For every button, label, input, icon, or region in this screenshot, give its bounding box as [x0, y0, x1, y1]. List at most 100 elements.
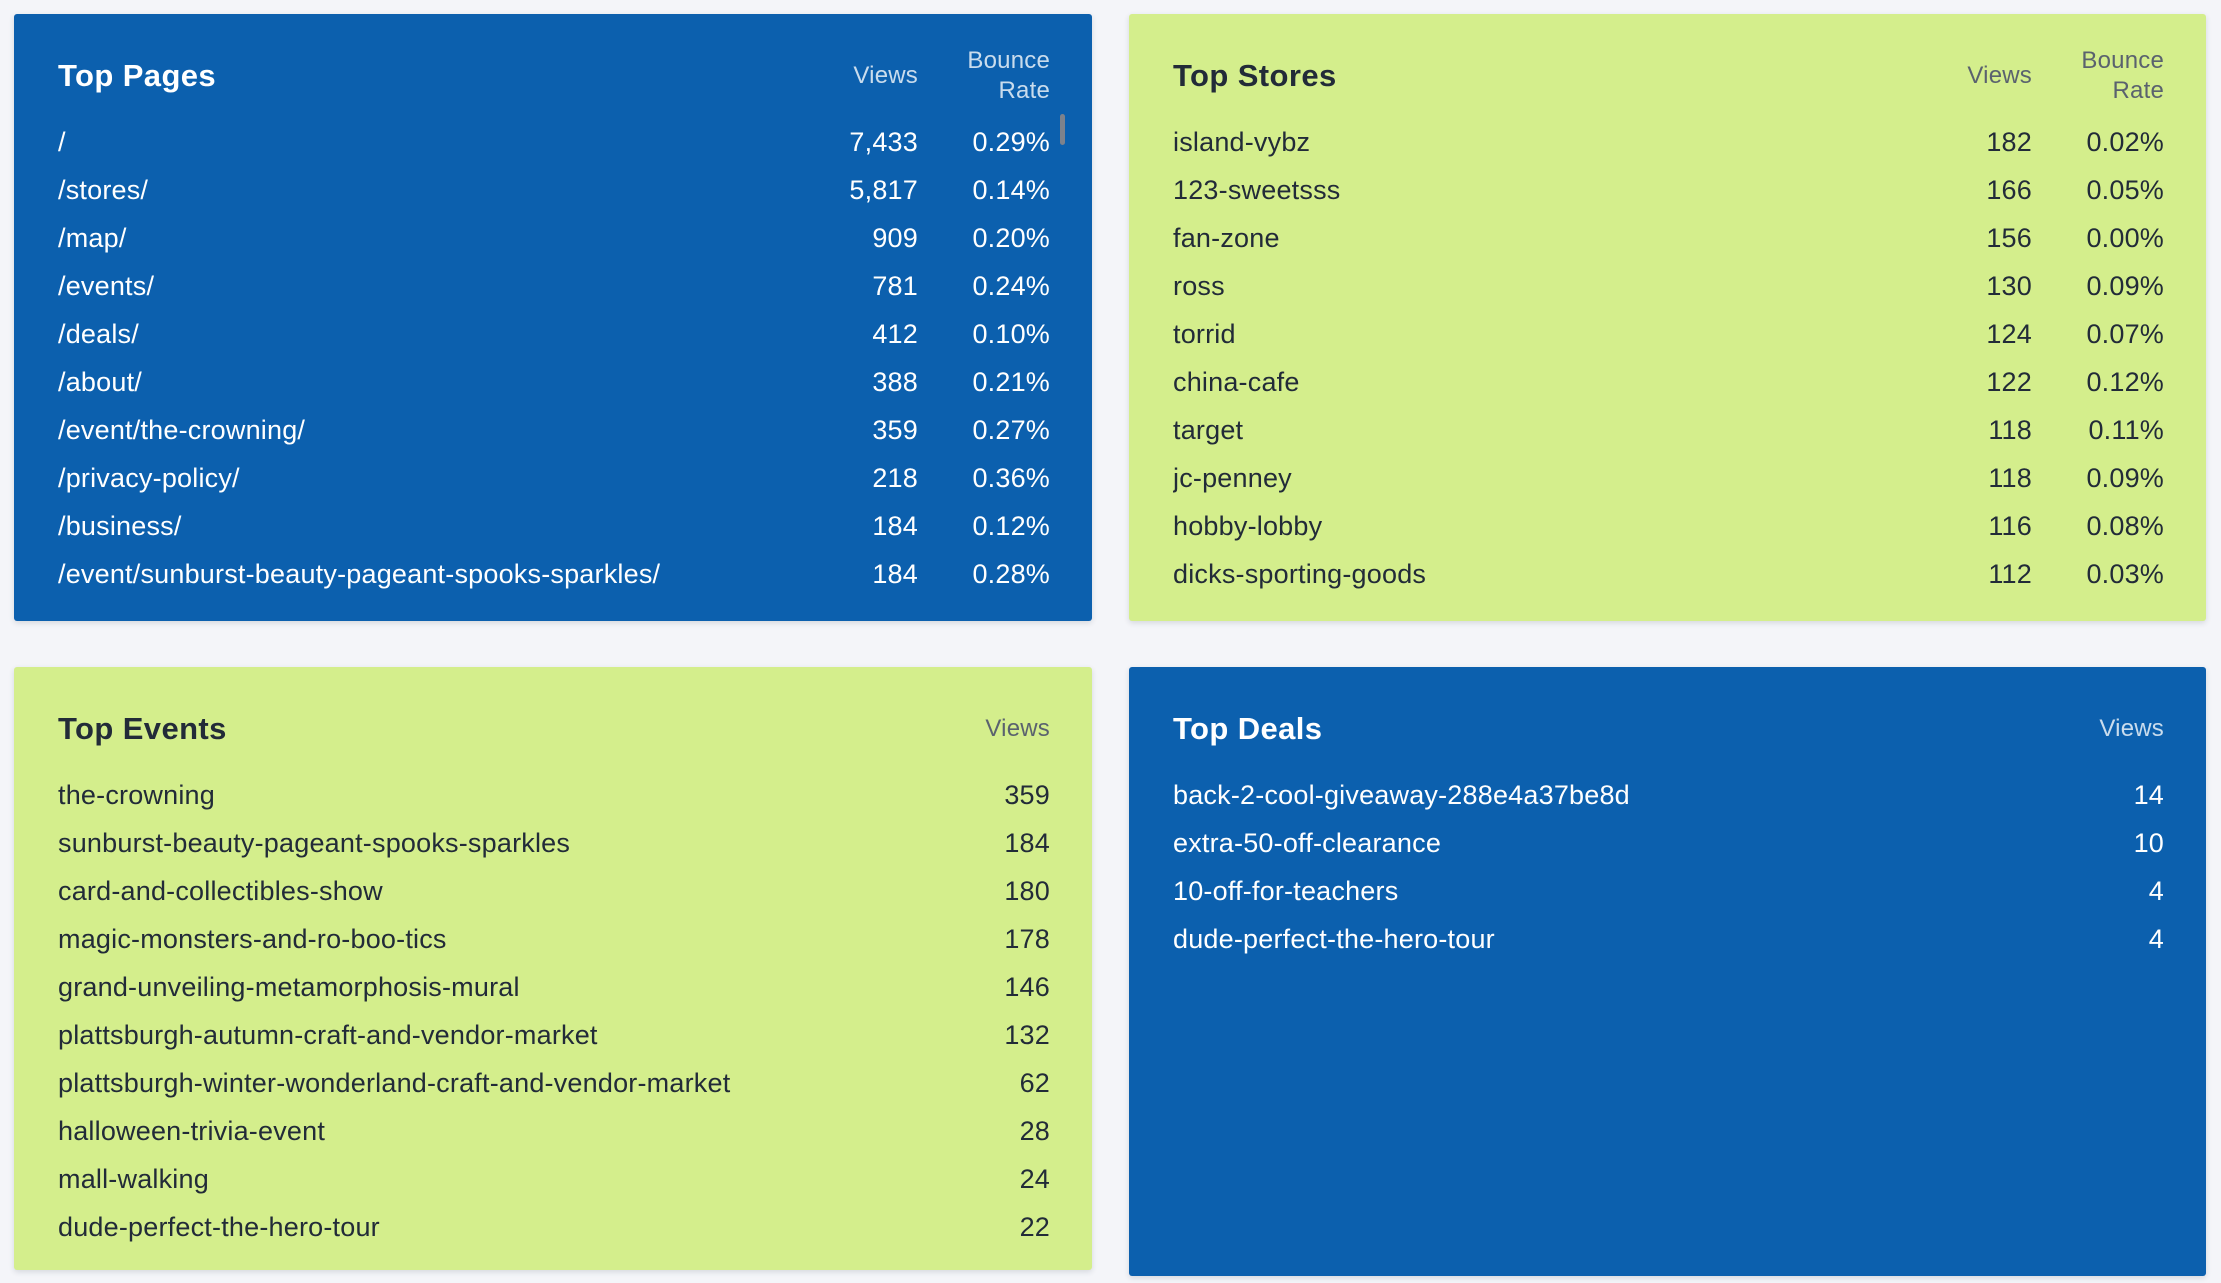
bounce-rate-value: 0.24% — [972, 270, 1050, 301]
bounce-rate-value: 0.10% — [972, 318, 1050, 349]
page-path: /map/ — [58, 222, 127, 253]
deal-slug: 10-off-for-teachers — [1173, 875, 1399, 906]
page-path: / — [58, 126, 66, 157]
top-stores-header: Top Stores Views Bounce Rate — [1173, 46, 2164, 106]
views-column-header: Views — [985, 715, 1050, 742]
top-deals-panel: Top Deals Views back-2-cool-giveaway-288… — [1129, 667, 2206, 1276]
bounce-rate-value: 0.27% — [972, 414, 1050, 445]
table-row: sunburst-beauty-pageant-spooks-sparkles … — [58, 819, 1050, 867]
column-headers: Views — [1994, 714, 2164, 744]
table-row: plattsburgh-autumn-craft-and-vendor-mark… — [58, 1011, 1050, 1059]
page-path: /event/sunburst-beauty-pageant-spooks-sp… — [58, 558, 661, 589]
table-row: /about/ 388 0.21% — [58, 358, 1050, 406]
views-value: 182 — [1986, 126, 2032, 157]
table-row: halloween-trivia-event 28 — [58, 1107, 1050, 1155]
views-value: 218 — [872, 462, 918, 493]
top-pages-header: Top Pages Views Bounce Rate — [58, 46, 1050, 106]
event-slug: magic-monsters-and-ro-boo-tics — [58, 923, 447, 954]
views-column-header: Views — [853, 62, 918, 89]
top-events-panel: Top Events Views the-crowning 359 sunbur… — [14, 667, 1092, 1270]
store-slug: ross — [1173, 270, 1225, 301]
panel-title: Top Events — [58, 711, 227, 746]
scrollbar-thumb[interactable] — [1060, 114, 1065, 145]
views-value: 22 — [1019, 1211, 1050, 1242]
table-row: / 7,433 0.29% — [58, 118, 1050, 166]
bounce-rate-value: 0.28% — [972, 558, 1050, 589]
table-row: /deals/ 412 0.10% — [58, 310, 1050, 358]
views-value: 4 — [2148, 923, 2164, 954]
deal-slug: extra-50-off-clearance — [1173, 827, 1442, 858]
views-value: 180 — [1004, 875, 1050, 906]
table-row: back-2-cool-giveaway-288e4a37be8d 14 — [1173, 771, 2164, 819]
views-column-header: Views — [1967, 62, 2032, 89]
bounce-rate-value: 0.36% — [972, 462, 1050, 493]
event-slug: halloween-trivia-event — [58, 1115, 326, 1146]
views-value: 62 — [1019, 1067, 1050, 1098]
column-headers: Views Bounce Rate — [1862, 46, 2164, 106]
views-value: 184 — [872, 558, 918, 589]
views-value: 10 — [2133, 827, 2164, 858]
page-path: /event/the-crowning/ — [58, 414, 306, 445]
bounce-rate-value: 0.03% — [2086, 558, 2164, 589]
store-slug: china-cafe — [1173, 366, 1300, 397]
panel-title: Top Pages — [58, 58, 217, 93]
table-row: 10-off-for-teachers 4 — [1173, 867, 2164, 915]
event-slug: plattsburgh-autumn-craft-and-vendor-mark… — [58, 1019, 598, 1050]
top-stores-list[interactable]: island-vybz 182 0.02% 123-sweetsss 166 0… — [1173, 118, 2164, 598]
views-value: 781 — [872, 270, 918, 301]
bounce-rate-value: 0.00% — [2086, 222, 2164, 253]
table-row: extra-50-off-clearance 10 — [1173, 819, 2164, 867]
top-deals-header: Top Deals Views — [1173, 699, 2164, 759]
bounce-rate-column-header: Bounce Rate — [2081, 47, 2164, 104]
bounce-rate-value: 0.08% — [2086, 510, 2164, 541]
deal-slug: dude-perfect-the-hero-tour — [1173, 923, 1495, 954]
table-row: 123-sweetsss 166 0.05% — [1173, 166, 2164, 214]
table-row: jc-penney 118 0.09% — [1173, 454, 2164, 502]
views-value: 4 — [2148, 875, 2164, 906]
table-row: china-cafe 122 0.12% — [1173, 358, 2164, 406]
views-value: 412 — [872, 318, 918, 349]
table-row: the-crowning 359 — [58, 771, 1050, 819]
page-path: /events/ — [58, 270, 155, 301]
event-slug: sunburst-beauty-pageant-spooks-sparkles — [58, 827, 571, 858]
bounce-rate-value: 0.05% — [2086, 174, 2164, 205]
store-slug: target — [1173, 414, 1244, 445]
views-value: 28 — [1019, 1115, 1050, 1146]
panel-title: Top Deals — [1173, 711, 1323, 746]
top-deals-list[interactable]: back-2-cool-giveaway-288e4a37be8d 14 ext… — [1173, 771, 2164, 963]
top-stores-panel: Top Stores Views Bounce Rate island-vybz… — [1129, 14, 2206, 621]
bounce-rate-value: 0.14% — [972, 174, 1050, 205]
views-value: 178 — [1004, 923, 1050, 954]
store-slug: island-vybz — [1173, 126, 1311, 157]
event-slug: dude-perfect-the-hero-tour — [58, 1211, 380, 1242]
store-slug: hobby-lobby — [1173, 510, 1323, 541]
views-value: 184 — [1004, 827, 1050, 858]
top-pages-list[interactable]: / 7,433 0.29% /stores/ 5,817 0.14% /map/… — [58, 118, 1050, 598]
views-column-header: Views — [2099, 715, 2164, 742]
event-slug: plattsburgh-winter-wonderland-craft-and-… — [58, 1067, 731, 1098]
views-value: 156 — [1986, 222, 2032, 253]
table-row: /map/ 909 0.20% — [58, 214, 1050, 262]
store-slug: jc-penney — [1173, 462, 1292, 493]
table-row: /events/ 781 0.24% — [58, 262, 1050, 310]
bounce-rate-value: 0.21% — [972, 366, 1050, 397]
views-value: 388 — [872, 366, 918, 397]
table-row: fan-zone 156 0.00% — [1173, 214, 2164, 262]
table-row: dicks-sporting-goods 112 0.03% — [1173, 550, 2164, 598]
top-events-header: Top Events Views — [58, 699, 1050, 759]
views-value: 7,433 — [849, 126, 918, 157]
bounce-rate-value: 0.29% — [972, 126, 1050, 157]
views-value: 112 — [1988, 558, 2032, 589]
store-slug: torrid — [1173, 318, 1236, 349]
views-value: 184 — [872, 510, 918, 541]
views-value: 166 — [1986, 174, 2032, 205]
page-path: /stores/ — [58, 174, 149, 205]
store-slug: dicks-sporting-goods — [1173, 558, 1427, 589]
top-events-list[interactable]: the-crowning 359 sunburst-beauty-pageant… — [58, 771, 1050, 1251]
views-value: 122 — [1986, 366, 2032, 397]
table-row: island-vybz 182 0.02% — [1173, 118, 2164, 166]
table-row: ross 130 0.09% — [1173, 262, 2164, 310]
table-row: target 118 0.11% — [1173, 406, 2164, 454]
views-value: 118 — [1988, 414, 2032, 445]
